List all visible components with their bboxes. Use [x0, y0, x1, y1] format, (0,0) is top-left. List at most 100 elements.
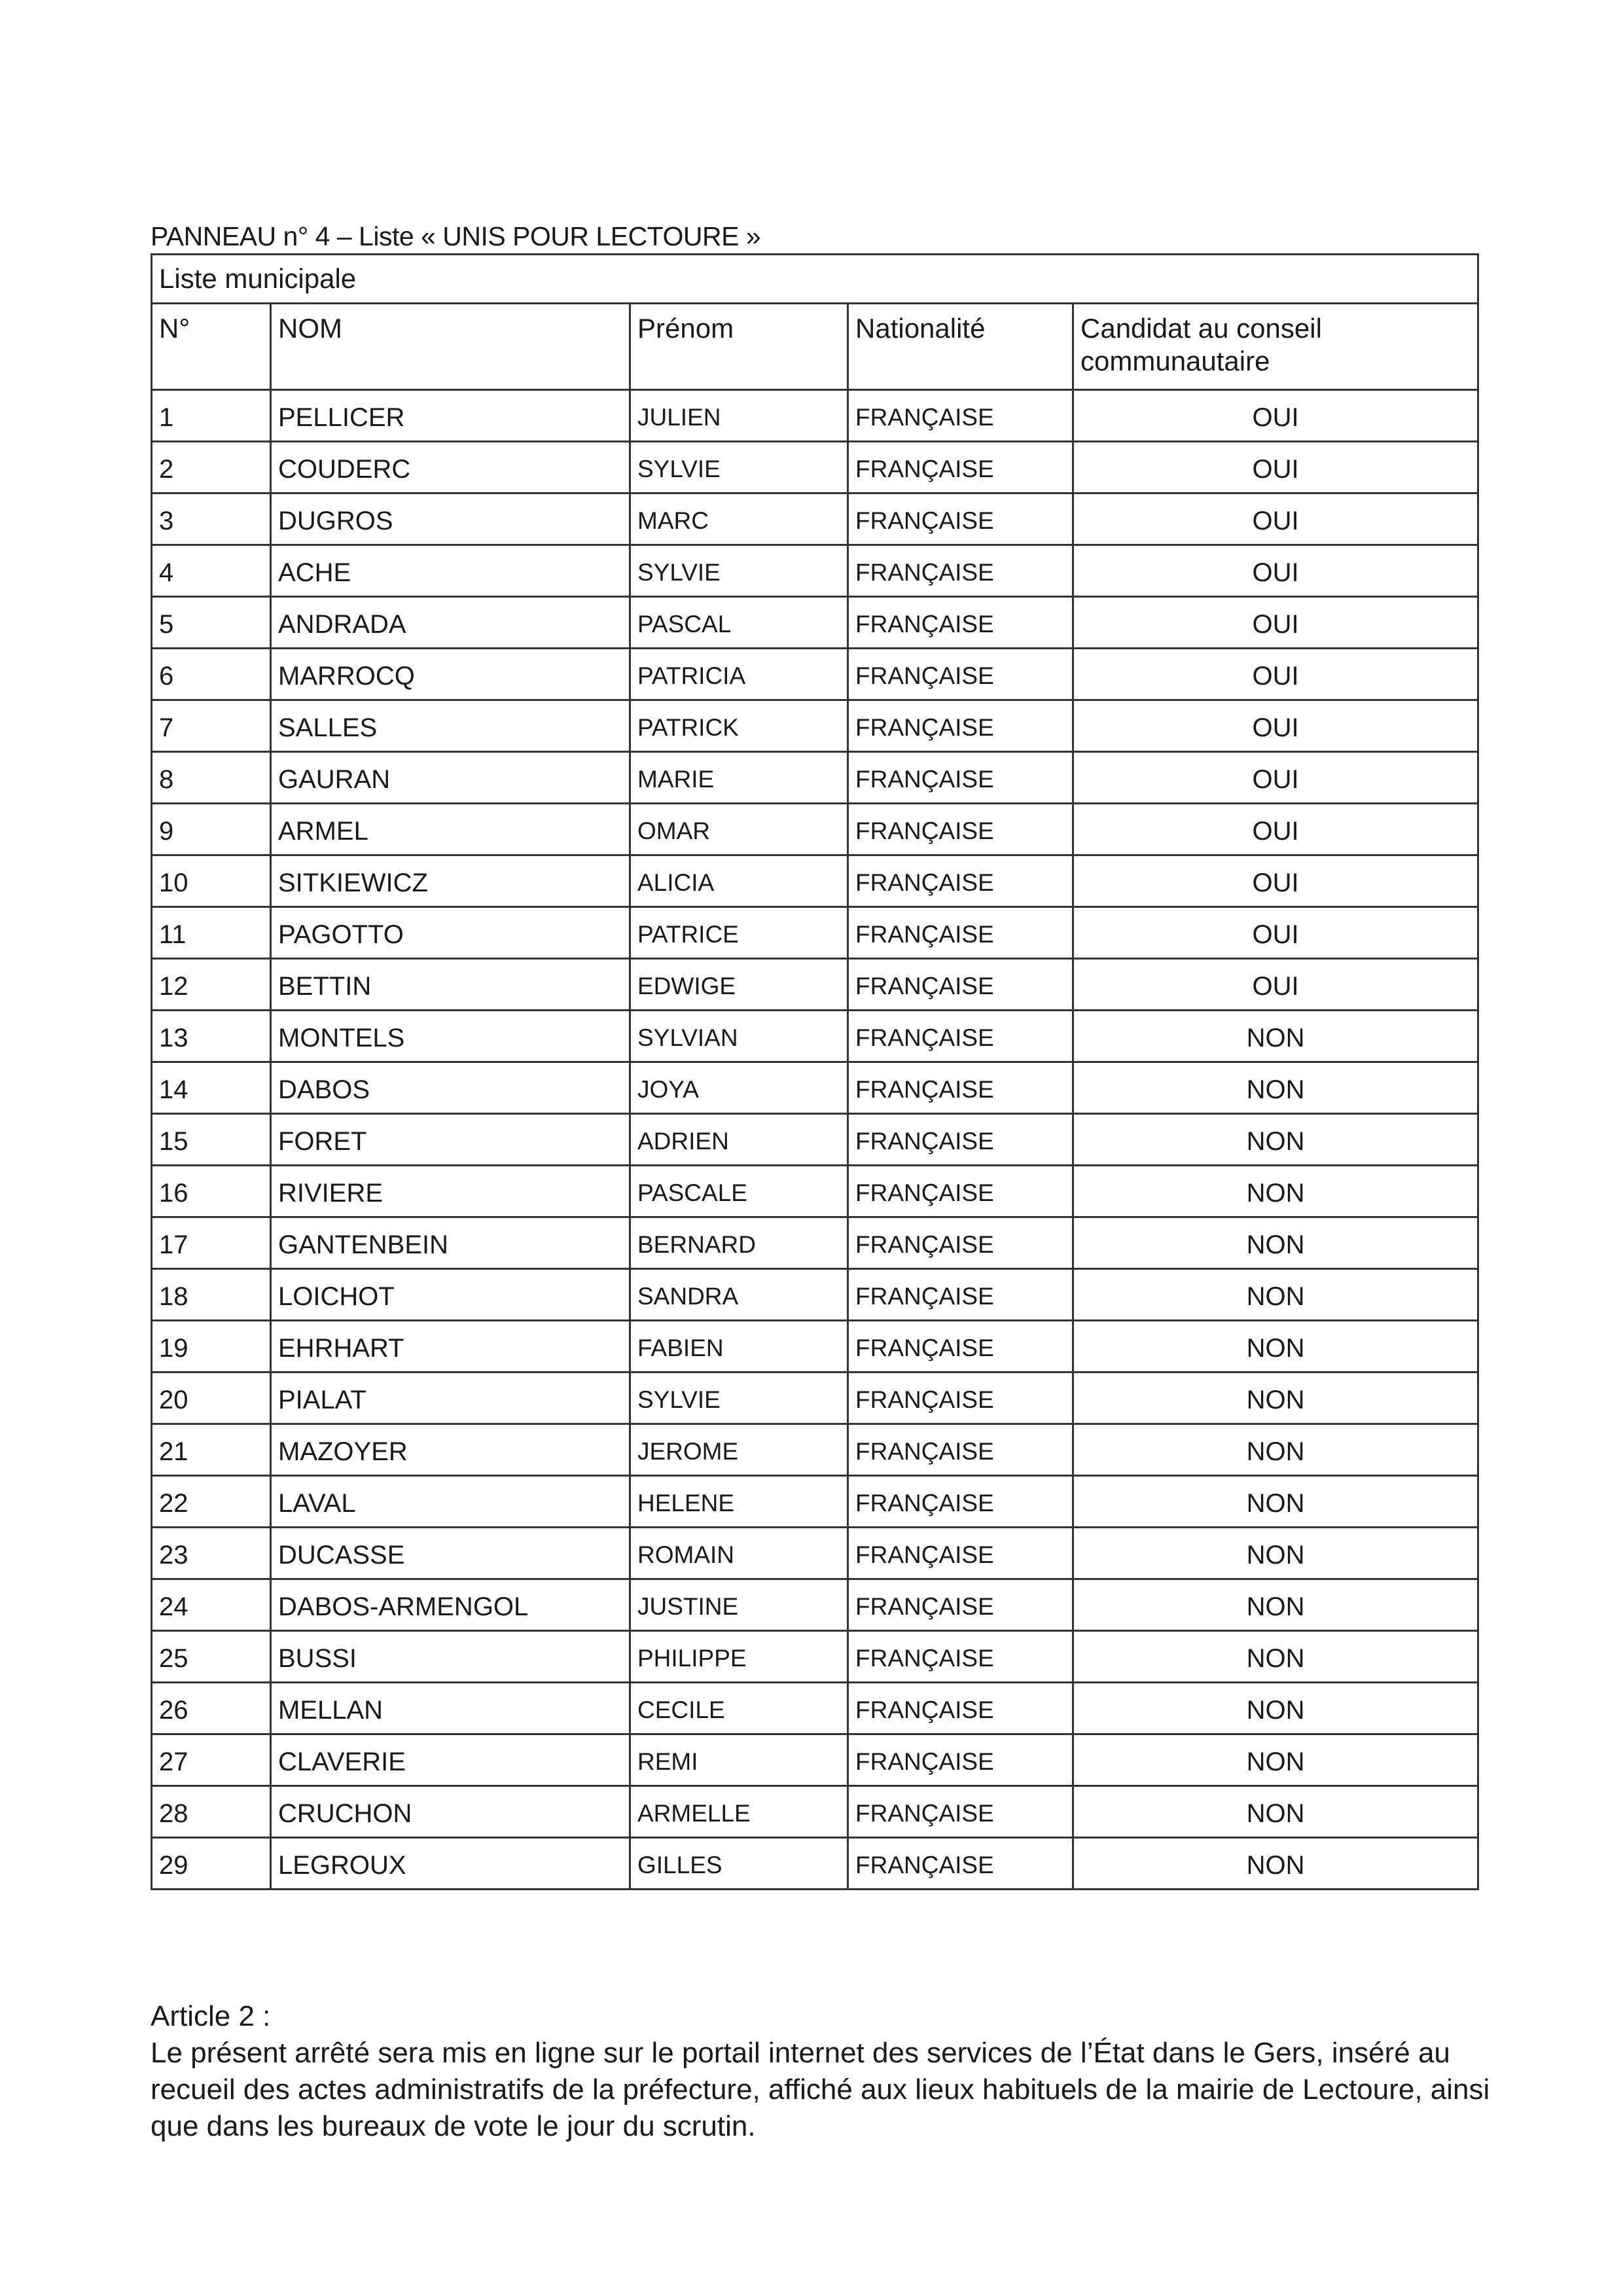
cell-number: 8 [151, 751, 272, 804]
cell-nationalite: FRANÇAISE [847, 1578, 1074, 1632]
cell-candidat-conseil: OUI [1071, 958, 1480, 1011]
table-row: 18 LOICHOT SANDRA FRANÇAISE NON [151, 1268, 1480, 1321]
cell-nationalite: FRANÇAISE [847, 1475, 1074, 1528]
cell-nom: GAURAN [270, 751, 631, 804]
cell-number: 9 [151, 802, 272, 856]
article-2: Article 2 : Le présent arrêté sera mis e… [151, 1998, 1525, 2145]
cell-candidat-conseil: NON [1071, 1630, 1480, 1683]
cell-number: 7 [151, 699, 272, 753]
table-row: 6 MARROCQ PATRICIA FRANÇAISE OUI [151, 647, 1480, 701]
cell-candidat-conseil: OUI [1071, 596, 1480, 649]
table-row: 25 BUSSI PHILIPPE FRANÇAISE NON [151, 1630, 1480, 1683]
cell-number: 28 [151, 1785, 272, 1839]
cell-candidat-conseil: NON [1071, 1475, 1480, 1528]
cell-candidat-conseil: OUI [1071, 647, 1480, 701]
cell-number: 18 [151, 1268, 272, 1321]
cell-prenom: CECILE [629, 1681, 849, 1735]
cell-nom: GANTENBEIN [270, 1216, 631, 1270]
cell-nom: COUDERC [270, 440, 631, 494]
cell-number: 26 [151, 1681, 272, 1735]
cell-prenom: FABIEN [629, 1319, 849, 1373]
cell-number: 16 [151, 1164, 272, 1218]
table-caption: Liste municipale [150, 253, 1480, 304]
cell-nationalite: FRANÇAISE [847, 1681, 1074, 1735]
cell-nationalite: FRANÇAISE [847, 1319, 1074, 1373]
cell-nationalite: FRANÇAISE [847, 1733, 1074, 1787]
cell-prenom: OMAR [629, 802, 849, 856]
cell-nom: ARMEL [270, 802, 631, 856]
cell-candidat-conseil: NON [1071, 1837, 1480, 1890]
cell-prenom: SYLVIE [629, 544, 849, 598]
cell-nationalite: FRANÇAISE [847, 854, 1074, 908]
header-number: N° [151, 302, 272, 391]
cell-nom: PAGOTTO [270, 906, 631, 960]
table-row: 12 BETTIN EDWIGE FRANÇAISE OUI [151, 958, 1480, 1011]
cell-number: 21 [151, 1423, 272, 1477]
cell-nationalite: FRANÇAISE [847, 906, 1074, 960]
cell-number: 11 [151, 906, 272, 960]
cell-nationalite: FRANÇAISE [847, 1630, 1074, 1683]
cell-number: 23 [151, 1526, 272, 1580]
cell-number: 27 [151, 1733, 272, 1787]
table-row: 7 SALLES PATRICK FRANÇAISE OUI [151, 699, 1480, 753]
table-row: 19 EHRHART FABIEN FRANÇAISE NON [151, 1319, 1480, 1373]
table-row: 5 ANDRADA PASCAL FRANÇAISE OUI [151, 596, 1480, 649]
table-row: 24 DABOS-ARMENGOL JUSTINE FRANÇAISE NON [151, 1578, 1480, 1632]
cell-candidat-conseil: OUI [1071, 389, 1480, 442]
cell-candidat-conseil: OUI [1071, 699, 1480, 753]
cell-nationalite: FRANÇAISE [847, 1837, 1074, 1890]
cell-prenom: PHILIPPE [629, 1630, 849, 1683]
cell-nom: MONTELS [270, 1009, 631, 1063]
cell-candidat-conseil: NON [1071, 1526, 1480, 1580]
cell-nationalite: FRANÇAISE [847, 1216, 1074, 1270]
cell-nom: BUSSI [270, 1630, 631, 1683]
table-header-row: N° NOM Prénom Nationalité Candidat au co… [151, 302, 1480, 391]
cell-nom: LAVAL [270, 1475, 631, 1528]
table-row: 15 FORET ADRIEN FRANÇAISE NON [151, 1113, 1480, 1166]
cell-nationalite: FRANÇAISE [847, 1164, 1074, 1218]
cell-number: 19 [151, 1319, 272, 1373]
cell-candidat-conseil: NON [1071, 1423, 1480, 1477]
table-row: 20 PIALAT SYLVIE FRANÇAISE NON [151, 1371, 1480, 1425]
cell-nom: ANDRADA [270, 596, 631, 649]
cell-number: 1 [151, 389, 272, 442]
cell-nom: FORET [270, 1113, 631, 1166]
cell-prenom: JEROME [629, 1423, 849, 1477]
cell-candidat-conseil: NON [1071, 1113, 1480, 1166]
table-row: 16 RIVIERE PASCALE FRANÇAISE NON [151, 1164, 1480, 1218]
cell-prenom: ALICIA [629, 854, 849, 908]
cell-nom: PELLICER [270, 389, 631, 442]
cell-nom: PIALAT [270, 1371, 631, 1425]
cell-number: 10 [151, 854, 272, 908]
cell-nationalite: FRANÇAISE [847, 596, 1074, 649]
cell-number: 4 [151, 544, 272, 598]
cell-nationalite: FRANÇAISE [847, 1526, 1074, 1580]
cell-number: 13 [151, 1009, 272, 1063]
cell-candidat-conseil: NON [1071, 1009, 1480, 1063]
cell-prenom: JOYA [629, 1061, 849, 1115]
cell-prenom: MARC [629, 492, 849, 546]
table-row: 3 DUGROS MARC FRANÇAISE OUI [151, 492, 1480, 546]
cell-prenom: ADRIEN [629, 1113, 849, 1166]
cell-nom: EHRHART [270, 1319, 631, 1373]
cell-number: 20 [151, 1371, 272, 1425]
cell-nationalite: FRANÇAISE [847, 1113, 1074, 1166]
candidate-list-table: Liste municipale N° NOM Prénom Nationali… [150, 253, 1480, 1890]
cell-candidat-conseil: OUI [1071, 440, 1480, 494]
cell-prenom: PATRICK [629, 699, 849, 753]
header-prenom: Prénom [629, 302, 849, 391]
table-row: 9 ARMEL OMAR FRANÇAISE OUI [151, 802, 1480, 856]
cell-nom: RIVIERE [270, 1164, 631, 1218]
cell-candidat-conseil: NON [1071, 1268, 1480, 1321]
cell-prenom: PATRICIA [629, 647, 849, 701]
cell-nom: LOICHOT [270, 1268, 631, 1321]
cell-nationalite: FRANÇAISE [847, 1061, 1074, 1115]
cell-candidat-conseil: NON [1071, 1681, 1480, 1735]
table-row: 2 COUDERC SYLVIE FRANÇAISE OUI [151, 440, 1480, 494]
cell-prenom: ARMELLE [629, 1785, 849, 1839]
cell-prenom: SYLVIAN [629, 1009, 849, 1063]
cell-prenom: HELENE [629, 1475, 849, 1528]
cell-candidat-conseil: NON [1071, 1319, 1480, 1373]
cell-prenom: SYLVIE [629, 1371, 849, 1425]
cell-prenom: MARIE [629, 751, 849, 804]
